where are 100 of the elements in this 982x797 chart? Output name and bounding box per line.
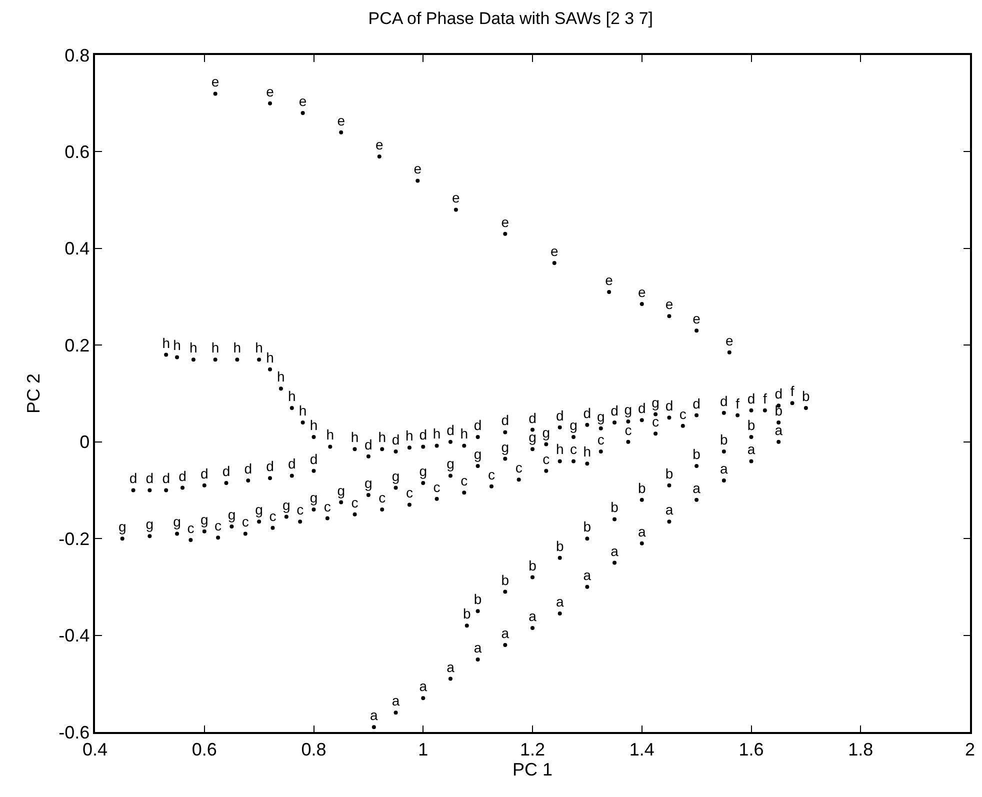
point [394, 450, 398, 454]
point [352, 512, 357, 516]
point [598, 426, 603, 430]
text: d [528, 410, 536, 426]
point [243, 532, 248, 536]
y-axis-title: PC 2 [23, 373, 44, 414]
y-tick-label: 0.8 [64, 45, 90, 66]
point [667, 416, 672, 420]
text: b [720, 432, 728, 448]
point [612, 517, 617, 522]
point [572, 435, 576, 440]
text: c [351, 494, 358, 510]
text: d [288, 456, 296, 472]
text: g [570, 417, 578, 434]
series-label: b [583, 518, 592, 535]
text: g [364, 475, 372, 492]
text: b [747, 417, 756, 434]
text: c [570, 441, 578, 458]
point [339, 500, 344, 504]
text: a [774, 422, 782, 438]
x-tick-label: 2 [964, 739, 976, 760]
series-label: c [542, 450, 550, 467]
point [626, 420, 630, 424]
text: g [173, 514, 181, 530]
point [230, 524, 234, 528]
point [612, 420, 617, 425]
text: d [501, 412, 510, 428]
text: e [266, 83, 274, 100]
text: c [515, 460, 522, 476]
text: e [725, 332, 734, 348]
point [377, 154, 382, 159]
text: g [392, 468, 400, 484]
point [585, 584, 590, 589]
x-tick-label: 1 [418, 739, 428, 760]
point [585, 536, 590, 541]
point [476, 464, 480, 468]
text: c [597, 432, 604, 448]
text: c [406, 484, 413, 501]
x-tick-label: 1.4 [629, 739, 654, 760]
text: b [610, 499, 618, 516]
point [722, 478, 726, 483]
point [421, 480, 426, 485]
text: d [162, 470, 170, 486]
point [503, 590, 508, 594]
point [278, 386, 283, 391]
text: c [652, 414, 660, 430]
chart-title: PCA of Phase Data with SAWs [2 3 7] [368, 8, 654, 28]
x-tick-label: 1.6 [738, 739, 764, 760]
text: a [474, 639, 482, 656]
text: g [542, 424, 550, 440]
point [530, 428, 534, 432]
text: g [419, 462, 428, 479]
point [640, 541, 644, 546]
point [736, 413, 740, 418]
text: d [244, 460, 252, 477]
text: e [452, 190, 460, 206]
point [489, 484, 494, 488]
text: h [326, 426, 334, 443]
point [516, 478, 521, 482]
text: e [414, 160, 422, 177]
point [680, 424, 685, 428]
point [148, 534, 152, 538]
text: b [638, 480, 646, 496]
text: e [298, 93, 307, 110]
text: c [324, 498, 331, 514]
text: h [583, 444, 592, 460]
text: g [282, 496, 290, 513]
text: g [596, 408, 605, 424]
point [694, 413, 699, 418]
text: h [288, 388, 296, 404]
point [407, 502, 412, 507]
point [372, 725, 376, 730]
text: d [129, 470, 138, 486]
text: d [720, 392, 728, 409]
point [448, 676, 452, 681]
text: g [255, 502, 263, 518]
point [235, 358, 240, 362]
point [257, 520, 262, 524]
point [607, 290, 612, 294]
text: a [583, 566, 592, 583]
point [503, 430, 508, 434]
text: d [419, 426, 428, 443]
point [268, 476, 272, 480]
text: e [375, 136, 384, 153]
text: a [692, 480, 700, 496]
text: b [556, 538, 564, 554]
point [654, 412, 658, 416]
point [434, 444, 439, 448]
text: d [583, 404, 592, 421]
point [312, 508, 316, 512]
point [585, 422, 590, 427]
text: d [446, 422, 454, 438]
point [667, 520, 672, 524]
point [694, 464, 699, 468]
text: c [214, 518, 222, 534]
point [213, 92, 218, 96]
point [284, 514, 288, 519]
text: h [298, 402, 307, 419]
point [202, 483, 206, 488]
point [558, 556, 562, 560]
